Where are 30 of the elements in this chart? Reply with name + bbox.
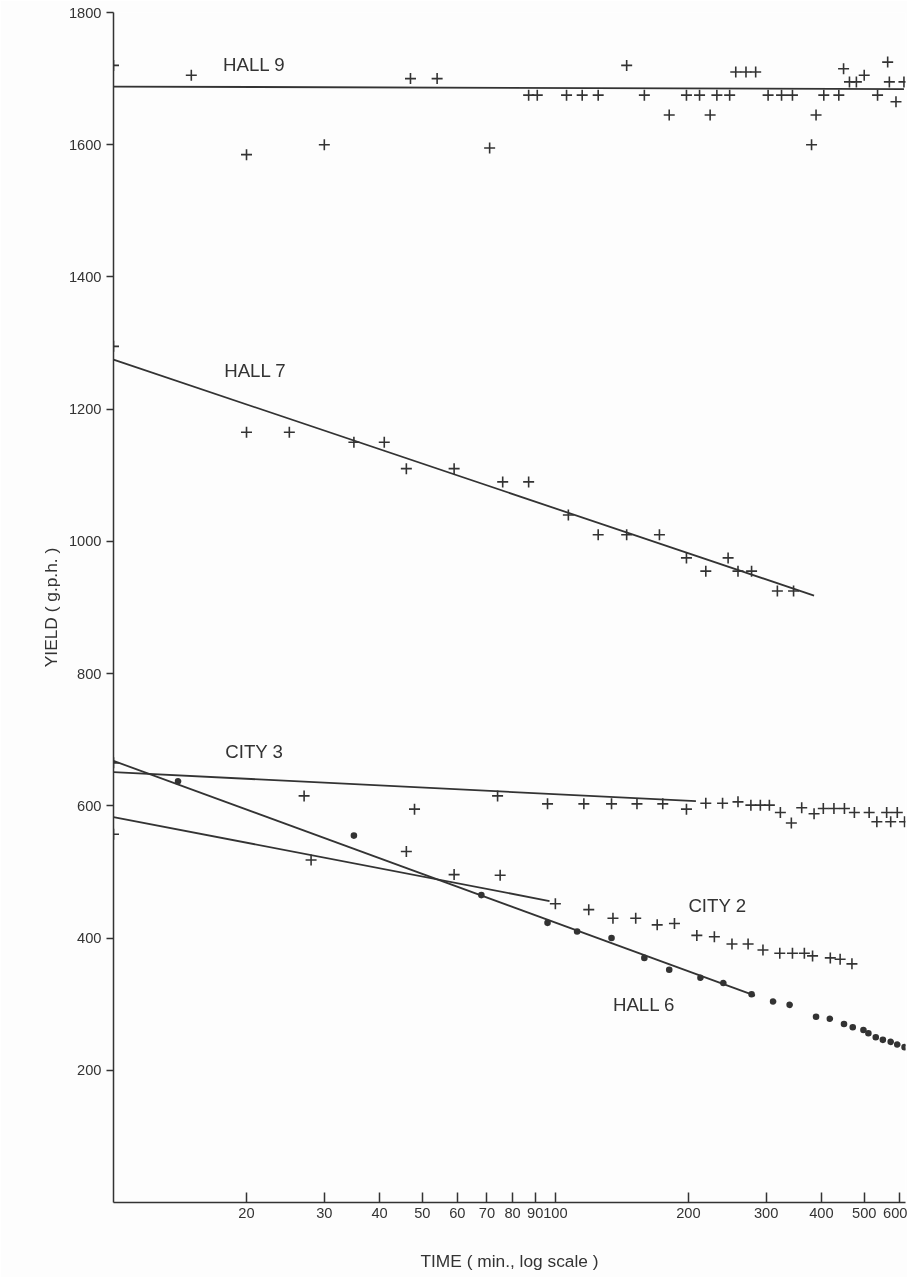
x-tick-label: 30: [316, 1204, 333, 1221]
x-tick-label: 40: [371, 1204, 388, 1221]
x-tick-label: 300: [753, 1204, 779, 1221]
x-tick-label: 600: [883, 1204, 907, 1221]
x-tick-label: 90: [527, 1204, 544, 1221]
y-tick-label: 1400: [68, 268, 102, 285]
y-tick-label: 1000: [68, 533, 102, 550]
text: HALL 7: [224, 360, 286, 382]
series-label: HALL 6: [612, 993, 675, 1015]
x-tick-label: 60: [449, 1204, 466, 1221]
y-axis-title: YIELD ( g.p.h. ): [40, 547, 61, 668]
y-tick-label: 1600: [68, 136, 102, 153]
y-tick-label: 200: [77, 1062, 102, 1079]
x-tick-label: 80: [504, 1204, 521, 1221]
x-axis-title: TIME ( min., log scale ): [420, 1250, 599, 1271]
series-label: CITY 2: [688, 895, 747, 917]
x-tick-label: 100: [543, 1204, 568, 1221]
x-tick-label: 50: [414, 1204, 431, 1221]
x-tick-label: 500: [851, 1204, 877, 1221]
x-tick-label: 70: [478, 1204, 496, 1221]
x-tick-label: 200: [676, 1204, 701, 1221]
series-label: HALL 9: [223, 53, 285, 75]
y-tick-label: 800: [77, 665, 102, 682]
y-tick-label: 400: [77, 930, 102, 947]
y-tick-label: 600: [77, 797, 102, 814]
series-label: CITY 3: [225, 741, 283, 763]
x-tick-label: 400: [809, 1204, 834, 1221]
x-tick-label: 20: [238, 1204, 255, 1221]
y-tick-label: 1800: [68, 4, 102, 21]
y-tick-label: 1200: [68, 401, 102, 418]
